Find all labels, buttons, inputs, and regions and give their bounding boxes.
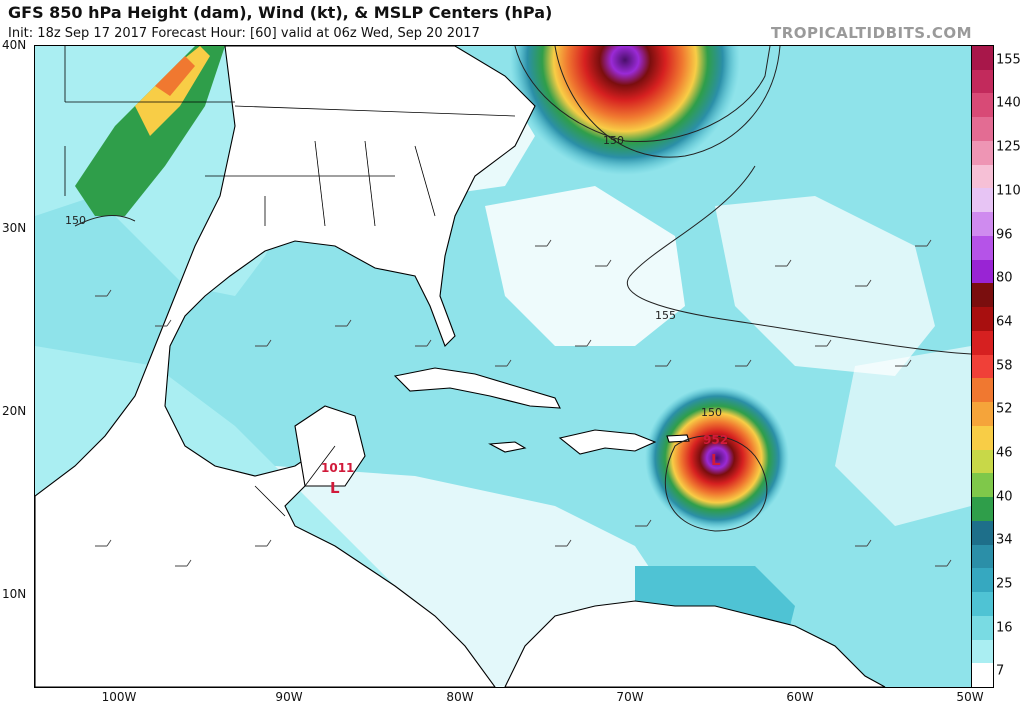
colorbar-segment bbox=[972, 544, 993, 569]
colorbar-segment bbox=[972, 639, 993, 664]
low-symbol: L bbox=[330, 479, 340, 497]
lon-label-70w: 70W bbox=[616, 690, 644, 704]
lat-label-30n: 30N bbox=[2, 221, 27, 235]
colorbar-segment bbox=[972, 354, 993, 379]
colorbar-segment bbox=[972, 473, 993, 498]
colorbar-segment bbox=[972, 164, 993, 189]
contour-label: 150 bbox=[65, 214, 86, 227]
colorbar bbox=[971, 45, 994, 688]
lon-label-60w: 60W bbox=[786, 690, 814, 704]
contour-label: 150 bbox=[603, 134, 624, 147]
colorbar-segment bbox=[972, 93, 993, 118]
pressure-value: 1011 bbox=[321, 461, 354, 475]
lon-label-100w: 100W bbox=[101, 690, 137, 704]
colorbar-segment bbox=[972, 449, 993, 474]
colorbar-segment bbox=[972, 307, 993, 332]
colorbar-segment bbox=[972, 663, 993, 688]
colorbar-label-110: 110 bbox=[996, 183, 1021, 199]
colorbar-segment bbox=[972, 117, 993, 142]
colorbar-label-34: 34 bbox=[996, 532, 1013, 548]
colorbar-segment bbox=[972, 425, 993, 451]
colorbar-label-58: 58 bbox=[996, 358, 1013, 374]
hurricane-south bbox=[645, 386, 789, 530]
colorbar-segment bbox=[972, 235, 993, 261]
colorbar-label-125: 125 bbox=[996, 139, 1021, 155]
colorbar-segment bbox=[972, 402, 993, 427]
colorbar-segment bbox=[972, 497, 993, 522]
colorbar-label-46: 46 bbox=[996, 445, 1013, 461]
watermark: TROPICALTIDBITS.COM bbox=[771, 24, 972, 42]
colorbar-segment bbox=[972, 259, 993, 284]
lat-label-40n: 40N bbox=[2, 38, 27, 52]
low-symbol: L bbox=[711, 451, 721, 469]
land-masses bbox=[35, 46, 886, 687]
colorbar-segment bbox=[972, 568, 993, 593]
colorbar-segment bbox=[972, 69, 993, 94]
colorbar-segment bbox=[972, 188, 993, 213]
colorbar-segment bbox=[972, 212, 993, 237]
colorbar-label-155: 155 bbox=[996, 52, 1021, 68]
colorbar-label-40: 40 bbox=[996, 489, 1013, 505]
colorbar-segment bbox=[972, 140, 993, 166]
colorbar-label-80: 80 bbox=[996, 270, 1013, 286]
colorbar-label-96: 96 bbox=[996, 227, 1013, 243]
pressure-center-1011: 1011 L bbox=[321, 461, 354, 497]
lon-label-80w: 80W bbox=[446, 690, 474, 704]
colorbar-label-52: 52 bbox=[996, 401, 1013, 417]
political-borders bbox=[64, 46, 516, 517]
map-panel: 150 150 155 150 1011 L 952 L bbox=[34, 45, 972, 688]
pressure-value: 952 bbox=[703, 433, 728, 447]
colorbar-label-16: 16 bbox=[996, 620, 1013, 636]
pressure-center-952: 952 L bbox=[703, 433, 728, 469]
colorbar-segment bbox=[972, 46, 993, 71]
lat-label-20n: 20N bbox=[2, 404, 27, 418]
colorbar-segment bbox=[972, 378, 993, 403]
colorbar-label-140: 140 bbox=[996, 95, 1021, 111]
wind-barbs bbox=[95, 239, 952, 567]
contour-label: 150 bbox=[701, 406, 722, 419]
chart-title: GFS 850 hPa Height (dam), Wind (kt), & M… bbox=[8, 3, 553, 22]
hurricane-north bbox=[510, 46, 740, 175]
colorbar-label-64: 64 bbox=[996, 314, 1013, 330]
colorbar-segment bbox=[972, 592, 993, 617]
contour-label: 155 bbox=[655, 309, 676, 322]
lon-label-50w: 50W bbox=[956, 690, 984, 704]
chart-subtitle: Init: 18z Sep 17 2017 Forecast Hour: [60… bbox=[8, 26, 480, 41]
colorbar-segment bbox=[972, 615, 993, 640]
colorbar-segment bbox=[972, 283, 993, 308]
colorbar-segment bbox=[972, 330, 993, 356]
lat-label-10n: 10N bbox=[2, 587, 27, 601]
colorbar-segment bbox=[972, 520, 993, 546]
colorbar-label-7: 7 bbox=[996, 663, 1005, 679]
lon-label-90w: 90W bbox=[275, 690, 303, 704]
colorbar-label-25: 25 bbox=[996, 576, 1013, 592]
map-svg: 150 150 155 150 1011 L 952 L bbox=[35, 46, 971, 687]
height-contours bbox=[74, 46, 971, 532]
